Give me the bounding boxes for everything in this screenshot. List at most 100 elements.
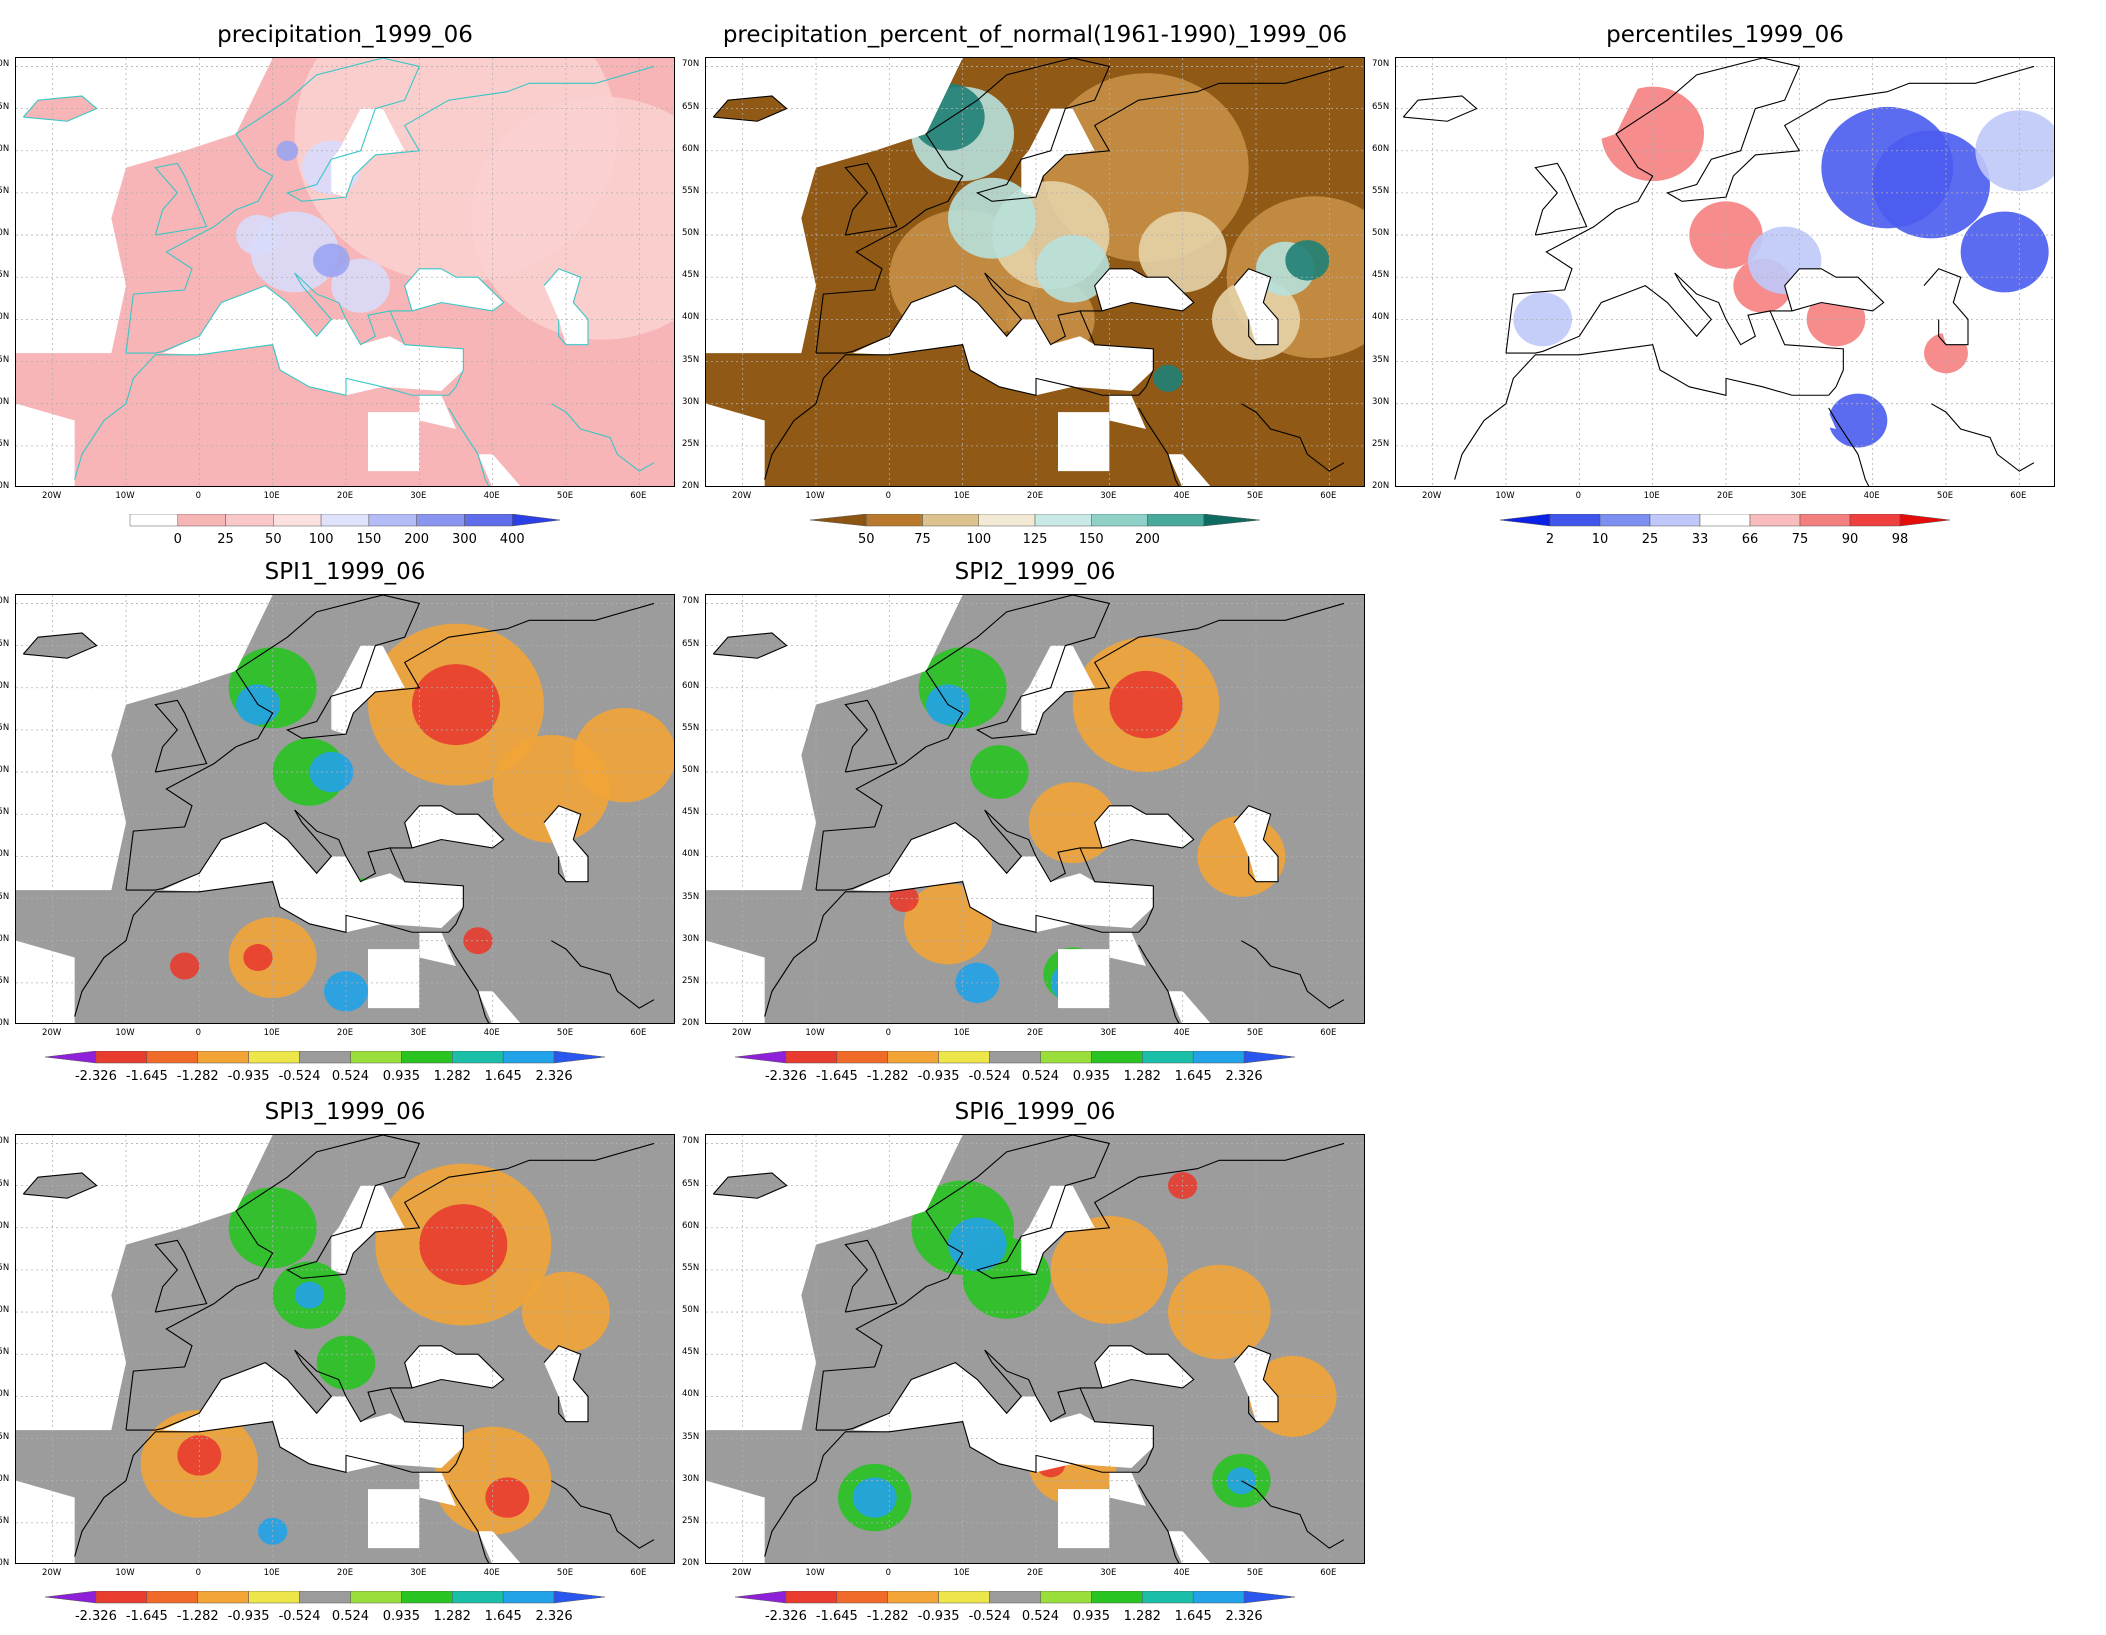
sea-mask — [1021, 645, 1095, 735]
colorbar-swatch — [177, 514, 226, 527]
colorbar-swatch — [1091, 514, 1148, 527]
colorbar-swatches — [129, 514, 561, 527]
sea-mask — [1109, 1472, 1146, 1506]
lon-tick-label: 50E — [1936, 491, 1954, 501]
field-blob — [1975, 110, 2054, 192]
lon-tick-label: 0 — [195, 1568, 202, 1578]
colorbar-swatch — [1142, 1591, 1194, 1604]
panel-spi2: SPI2_1999_06 70N 65N 60N 55N 50N 45N 40N 35N 30N 2… — [682, 555, 1365, 1095]
lat-tick-label: 65N — [0, 638, 10, 649]
lat-tick-label: 45N — [0, 270, 10, 281]
sea-mask — [1109, 932, 1146, 966]
sea-mask — [1784, 268, 1884, 311]
panel-title: SPI6_1999_06 — [954, 1099, 1116, 1125]
lat-tick-label: 45N — [0, 1347, 10, 1358]
lon-tick-label: 50E — [556, 491, 574, 501]
colorbar-swatch — [1091, 1591, 1143, 1604]
coastline — [844, 162, 898, 236]
lat-tick-label: 20N — [682, 481, 700, 491]
colorbar-label: 25 — [217, 532, 234, 547]
colorbar-label: 200 — [1135, 532, 1160, 547]
map-pctnormal — [705, 57, 1365, 487]
sea-mask — [1094, 268, 1194, 311]
colorbar-label: 100 — [966, 532, 992, 547]
colorbar-swatch — [350, 1051, 402, 1064]
colorbar-label: 1.645 — [484, 1609, 522, 1624]
lon-tick-label: 0 — [885, 1568, 892, 1578]
lat-tick-label: 30N — [682, 396, 700, 407]
lon-tick-label: 10E — [263, 1568, 280, 1578]
coastline — [1233, 1345, 1279, 1423]
sea-mask — [1021, 108, 1095, 198]
sea-mask — [852, 822, 1154, 933]
lon-tick-label: 20W — [732, 491, 752, 501]
lon-tick-label: 10E — [953, 1028, 970, 1038]
lon-tick-label: 30E — [410, 1568, 427, 1578]
lon-tick-label: 60E — [1320, 1028, 1337, 1038]
map-spi1 — [15, 594, 675, 1024]
lon-tick-label: 40E — [1173, 491, 1190, 501]
lat-tick-label: 65N — [682, 101, 700, 112]
colorbar-label: 300 — [452, 532, 477, 547]
lon-tick-label: 50E — [556, 1568, 574, 1578]
colorbar-swatch — [1749, 514, 1801, 527]
colorbar-swatches — [734, 1051, 1296, 1064]
colorbar-swatches — [734, 1591, 1296, 1604]
lon-tick-label: 20E — [336, 1568, 354, 1578]
colorbar-swatch — [734, 1051, 787, 1064]
sea-mask — [1058, 1489, 1110, 1549]
coastline — [543, 268, 589, 346]
sea-mask — [419, 1472, 456, 1506]
colorbar-label: -1.645 — [815, 1069, 858, 1084]
lon-tick-label: 10E — [953, 1568, 970, 1578]
sea-mask — [16, 595, 273, 891]
coastline — [1923, 268, 1969, 346]
coastline — [712, 1172, 788, 1199]
colorbar-label: -2.326 — [74, 1069, 117, 1084]
island-field — [713, 95, 787, 122]
lon-tick-label: 20W — [42, 1028, 62, 1038]
lat-tick-label: 65N — [0, 1178, 10, 1189]
coastline — [1241, 940, 1345, 1009]
colorbar-swatch — [1040, 1051, 1092, 1064]
map-precip — [15, 57, 675, 487]
colorbar-swatch — [836, 1051, 888, 1064]
lon-tick-label: 20E — [336, 1028, 354, 1038]
field-blob — [294, 1281, 325, 1309]
sea-mask — [1058, 412, 1110, 472]
colorbar-swatch — [368, 514, 417, 527]
sea-mask — [852, 1362, 1154, 1473]
lat-tick-label: 55N — [0, 185, 10, 196]
coastline — [551, 1480, 655, 1549]
colorbar-label: 100 — [308, 532, 334, 547]
coastline — [1138, 407, 1180, 486]
lat-tick-label: 50N — [0, 1305, 10, 1316]
colorbar-swatch — [197, 1591, 249, 1604]
lat-tick-label: 70N — [0, 596, 10, 607]
sea-mask — [1021, 1185, 1095, 1275]
colorbar-swatch — [922, 514, 979, 527]
lat-tick-label: 50N — [1372, 228, 1390, 239]
colorbar-swatch — [1147, 514, 1204, 527]
coastline — [1769, 310, 1844, 396]
panel-precip: precipitation_1999_06 70N 65N 60N 55N 50N 45N 4… — [0, 18, 675, 558]
lon-tick-label: 30E — [1790, 491, 1807, 501]
colorbar-swatch — [1034, 514, 1092, 527]
lat-tick-label: 35N — [682, 1431, 700, 1442]
coastline — [125, 58, 655, 354]
coastline — [1402, 95, 1478, 122]
colorbar-label: 90 — [1841, 532, 1859, 547]
lat-tick-label: 70N — [1372, 59, 1390, 70]
sea-mask — [1168, 991, 1211, 1023]
lat-tick-label: 20N — [0, 1018, 10, 1028]
colorbar-label: -1.282 — [176, 1609, 219, 1624]
colorbar-swatch — [1142, 1051, 1194, 1064]
colorbar-label: -0.935 — [227, 1609, 270, 1624]
panel-percentiles: percentiles_1999_06 70N 65N 60N 55N 50N 45N 40N… — [1372, 18, 2055, 558]
lon-tick-label: 60E — [630, 491, 647, 501]
lat-tick-label: 20N — [682, 1558, 700, 1568]
colorbar-label: 50 — [857, 532, 875, 547]
colorbar-label: 0.524 — [1021, 1069, 1060, 1084]
sea-mask — [1924, 268, 1968, 345]
colorbar-swatch — [248, 1051, 300, 1064]
